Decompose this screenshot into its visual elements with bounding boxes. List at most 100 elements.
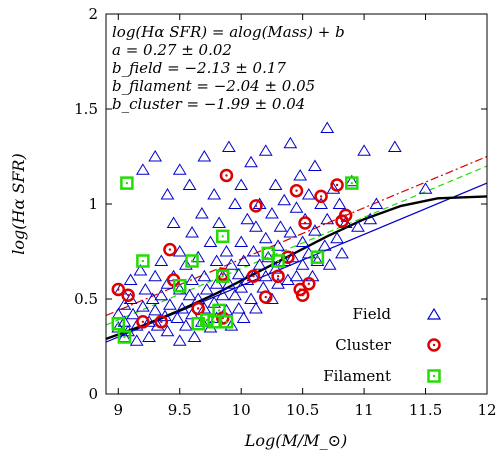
field-point bbox=[236, 311, 251, 323]
y-tick-label: 0 bbox=[88, 385, 98, 403]
field-point bbox=[199, 283, 214, 295]
field-point bbox=[332, 197, 347, 209]
field-point bbox=[148, 303, 163, 316]
field-point bbox=[249, 220, 263, 232]
field-point bbox=[154, 254, 169, 266]
filament-point bbox=[216, 229, 230, 244]
filament-point bbox=[117, 330, 132, 344]
field-point bbox=[163, 298, 177, 310]
field-point bbox=[363, 212, 378, 225]
cluster-point bbox=[298, 216, 312, 230]
cluster-point bbox=[314, 189, 328, 204]
field-point bbox=[283, 226, 298, 238]
field-point bbox=[301, 188, 316, 200]
x-axis-title: Log(M/M_⊙) bbox=[244, 431, 348, 450]
field-point bbox=[283, 136, 298, 149]
cluster-point bbox=[259, 290, 273, 304]
field-point bbox=[231, 267, 246, 280]
annotation-block: log(Hα SFR) = alog(Mass) + b a = 0.27 ± … bbox=[112, 23, 345, 113]
cluster-point bbox=[121, 288, 135, 302]
field-point bbox=[222, 277, 236, 289]
filament-point bbox=[261, 246, 275, 261]
cluster-point bbox=[338, 208, 353, 223]
field-point bbox=[330, 231, 344, 244]
field-point bbox=[166, 216, 181, 228]
field-point bbox=[185, 273, 199, 285]
annotation-b-cluster: b_cluster = −1.99 ± 0.04 bbox=[112, 95, 305, 113]
field-point bbox=[172, 163, 187, 175]
field-point bbox=[268, 178, 283, 190]
field-point bbox=[219, 245, 234, 257]
field-point bbox=[224, 319, 239, 331]
cluster-point bbox=[219, 168, 234, 183]
cluster-point bbox=[330, 178, 344, 192]
filament-point bbox=[212, 303, 226, 318]
field-point bbox=[197, 150, 212, 162]
field-point bbox=[369, 197, 384, 209]
filament-point bbox=[200, 313, 214, 327]
field-point bbox=[179, 258, 193, 270]
y-tick-label: 0.5 bbox=[74, 290, 98, 308]
cluster-point bbox=[302, 277, 316, 291]
legend-marker-filament bbox=[427, 369, 441, 383]
cluster-point bbox=[154, 315, 169, 329]
field-point bbox=[289, 269, 304, 282]
field-point bbox=[160, 188, 175, 200]
field-point bbox=[197, 302, 212, 314]
field-point bbox=[222, 140, 236, 152]
field-point bbox=[209, 254, 224, 266]
field-point bbox=[135, 163, 150, 175]
field-point bbox=[344, 174, 359, 187]
field-point bbox=[224, 258, 239, 270]
field-point bbox=[265, 292, 279, 304]
cluster-point bbox=[249, 199, 263, 213]
field-point bbox=[126, 307, 140, 320]
field-point bbox=[129, 334, 144, 346]
field-point bbox=[175, 302, 190, 314]
legend-marker-cluster-dot bbox=[432, 343, 436, 347]
field-point bbox=[295, 235, 310, 247]
field-point bbox=[258, 231, 273, 244]
x-tick-label: 9 bbox=[114, 401, 124, 419]
cluster-point bbox=[111, 282, 126, 297]
field-point bbox=[135, 300, 150, 312]
field-point bbox=[338, 216, 353, 228]
field-point bbox=[150, 319, 165, 331]
filament-point bbox=[271, 254, 285, 268]
y-tick-label: 2 bbox=[88, 5, 98, 23]
field-point bbox=[194, 207, 209, 219]
field-point bbox=[228, 288, 242, 301]
cluster-point bbox=[246, 269, 261, 283]
field-point bbox=[277, 193, 292, 206]
field-point bbox=[197, 269, 212, 282]
cluster-point bbox=[289, 183, 304, 198]
filament-point bbox=[120, 176, 134, 190]
field-point bbox=[351, 220, 365, 232]
field-point bbox=[271, 239, 285, 251]
filament-point bbox=[216, 269, 230, 283]
field-point bbox=[145, 292, 160, 304]
x-tick-label: 10 bbox=[232, 401, 251, 419]
filament-point bbox=[185, 254, 199, 268]
field-point bbox=[182, 288, 197, 301]
filament-fit-line bbox=[106, 165, 487, 326]
field-point bbox=[172, 245, 187, 257]
field-point bbox=[234, 235, 249, 247]
field-point bbox=[142, 315, 156, 327]
field-point bbox=[273, 220, 288, 232]
field-point bbox=[160, 324, 175, 337]
field-point bbox=[138, 283, 153, 295]
field-point bbox=[320, 212, 335, 225]
y-axis-title: log(Hα SFR) bbox=[9, 153, 28, 254]
filament-point bbox=[191, 316, 205, 331]
filament-point bbox=[219, 315, 234, 329]
cluster-point bbox=[163, 242, 177, 257]
x-tick-label: 11.5 bbox=[409, 401, 442, 419]
x-tick-label: 12 bbox=[477, 401, 496, 419]
field-point bbox=[207, 188, 222, 200]
field-point bbox=[252, 258, 267, 270]
field-point bbox=[172, 283, 187, 295]
field-point bbox=[154, 288, 169, 301]
legend-marker-field bbox=[426, 307, 442, 320]
